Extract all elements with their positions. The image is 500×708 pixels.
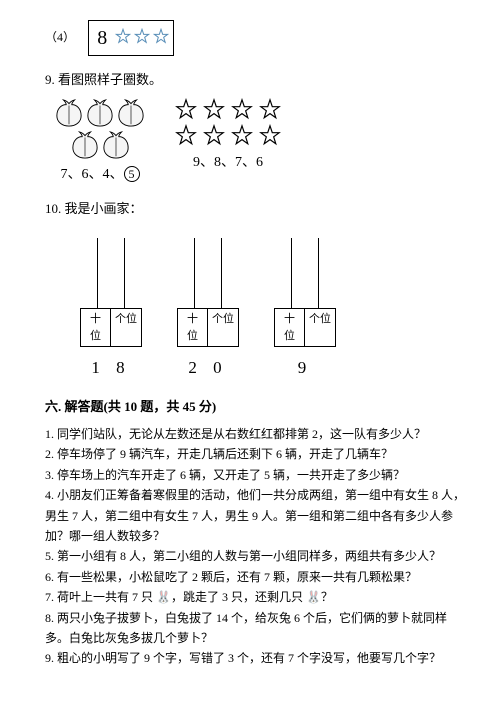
pv-number-1: 1 8 <box>91 355 130 381</box>
problem-3: 3. 停车场上的汽车开走了 6 辆，又开走了 5 辆，一共开走了多少辆？ <box>45 465 465 485</box>
pv-labels: 十位 个位 <box>177 308 239 347</box>
problem-2: 2. 停车场停了 9 辆汽车，开走几辆后还剩下 6 辆，开走了几辆车？ <box>45 444 465 464</box>
ten-label: 十位 <box>275 309 305 346</box>
problem-8: 8. 两只小兔子拔萝卜，白兔拔了 14 个，给灰兔 6 个后，它们俩的萝卜就同样… <box>45 608 465 649</box>
pv-line <box>97 238 98 308</box>
word-problems: 1. 同学们站队，无论从左数还是从右数红红都排第 2，这一队有多少人？ 2. 停… <box>45 424 465 669</box>
peach-icon <box>71 130 99 160</box>
ten-label: 十位 <box>178 309 208 346</box>
problem-6: 6. 有一些松果，小松鼠吃了 2 颗后，还有 7 颗，原来一共有几颗松果？ <box>45 567 465 587</box>
ten-label: 十位 <box>81 309 111 346</box>
q9-right-group: 9、8、7、6 <box>175 98 281 185</box>
q10-title: 10. 我是小画家： <box>45 199 465 219</box>
q9-left-numbers: 7、6、4、5 <box>61 164 140 185</box>
section6-title: 六. 解答题(共 10 题，共 45 分) <box>45 397 465 417</box>
place-value-group-3: 十位 个位 9 <box>274 238 336 381</box>
one-label: 个位 <box>111 309 141 346</box>
q9-left-group: 7、6、4、5 <box>55 98 145 185</box>
q9-right-numbers: 9、8、7、6 <box>193 152 263 173</box>
pv-number-3: 9 <box>298 355 313 381</box>
pv-labels: 十位 个位 <box>274 308 336 347</box>
pv-line <box>291 238 292 308</box>
star-icon <box>231 124 253 146</box>
star-icon <box>153 28 169 44</box>
peach-row-2 <box>71 130 130 160</box>
problem-5: 5. 第一小组有 8 人，第二小组的人数与第一小组同样多，两组共有多少人？ <box>45 546 465 566</box>
q9-left-prefix: 7、6、4、 <box>61 167 124 182</box>
star-icon <box>115 28 131 44</box>
q4-number: 8 <box>93 27 111 49</box>
q10-content: 十位 个位 1 8 十位 个位 2 0 十位 个位 9 <box>80 238 465 381</box>
problem-4: 4. 小朋友们正筹备着寒假里的活动，他们一共分成两组，第一组中有女生 8 人，男… <box>45 485 465 546</box>
peach-icon <box>55 98 83 128</box>
star-icon <box>259 98 281 120</box>
q4-stars <box>115 32 170 47</box>
pv-labels: 十位 个位 <box>80 308 142 347</box>
star-row-2 <box>175 124 281 146</box>
pv-line <box>221 238 222 308</box>
peach-row-1 <box>55 98 145 128</box>
place-value-group-2: 十位 个位 2 0 <box>177 238 239 381</box>
star-icon <box>175 124 197 146</box>
problem-7: 7. 荷叶上一共有 7 只 🐰，跳走了 3 只，还剩几只 🐰？ <box>45 587 465 607</box>
one-label: 个位 <box>305 309 335 346</box>
pv-number-2: 2 0 <box>188 355 227 381</box>
star-icon <box>134 28 150 44</box>
one-label: 个位 <box>208 309 238 346</box>
q4-answer-box: 8 <box>88 20 174 56</box>
star-icon <box>203 124 225 146</box>
star-icon <box>231 98 253 120</box>
star-row-1 <box>175 98 281 120</box>
q9-title: 9. 看图照样子圈数。 <box>45 70 465 90</box>
star-icon <box>175 98 197 120</box>
q4-label: （4） <box>45 30 75 44</box>
place-value-group-1: 十位 个位 1 8 <box>80 238 142 381</box>
q9-content: 7、6、4、5 9、8、7、6 <box>55 98 465 185</box>
q4-row: （4） 8 <box>45 20 465 56</box>
pv-line <box>194 238 195 308</box>
pv-line <box>318 238 319 308</box>
peach-icon <box>117 98 145 128</box>
q9-circled-number: 5 <box>124 166 140 182</box>
star-icon <box>259 124 281 146</box>
problem-1: 1. 同学们站队，无论从左数还是从右数红红都排第 2，这一队有多少人？ <box>45 424 465 444</box>
problem-9: 9. 粗心的小明写了 9 个字，写错了 3 个，还有 7 个字没写，他要写几个字… <box>45 648 465 668</box>
star-icon <box>203 98 225 120</box>
pv-line <box>124 238 125 308</box>
peach-icon <box>102 130 130 160</box>
peach-icon <box>86 98 114 128</box>
